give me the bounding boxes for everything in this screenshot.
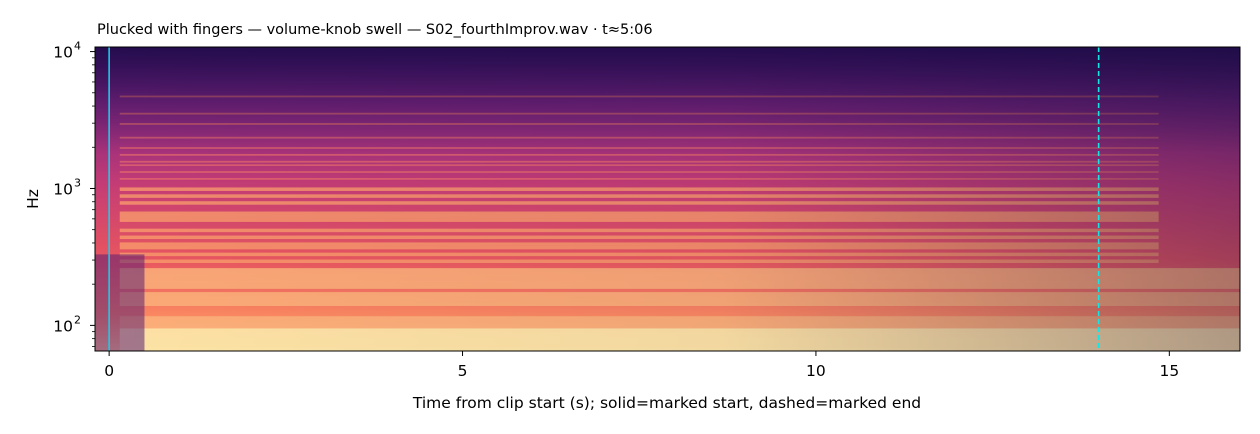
chart-title: Plucked with fingers — volume-knob swell… xyxy=(97,22,653,38)
x-tick-label: 5 xyxy=(458,362,468,380)
y-tick-exponent: 2 xyxy=(74,313,81,326)
y-tick-exponent: 3 xyxy=(74,176,81,189)
x-tick-label: 10 xyxy=(806,362,826,380)
y-tick-label: 10 xyxy=(53,44,73,62)
x-axis: 0 5 10 15 xyxy=(104,351,1179,380)
plot-frame xyxy=(94,46,1241,352)
y-tick-label: 10 xyxy=(53,180,73,198)
x-tick-label: 0 xyxy=(104,362,114,380)
y-axis-label: Hz xyxy=(24,189,42,209)
x-tick-label: 15 xyxy=(1159,362,1179,380)
y-tick-label: 10 xyxy=(53,317,73,335)
top-shade xyxy=(95,47,1240,351)
time-markers xyxy=(108,47,1100,351)
plot-area xyxy=(95,47,1240,351)
x-axis-label: Time from clip start (s); solid=marked s… xyxy=(412,394,921,412)
y-tick-exponent: 4 xyxy=(74,40,81,53)
